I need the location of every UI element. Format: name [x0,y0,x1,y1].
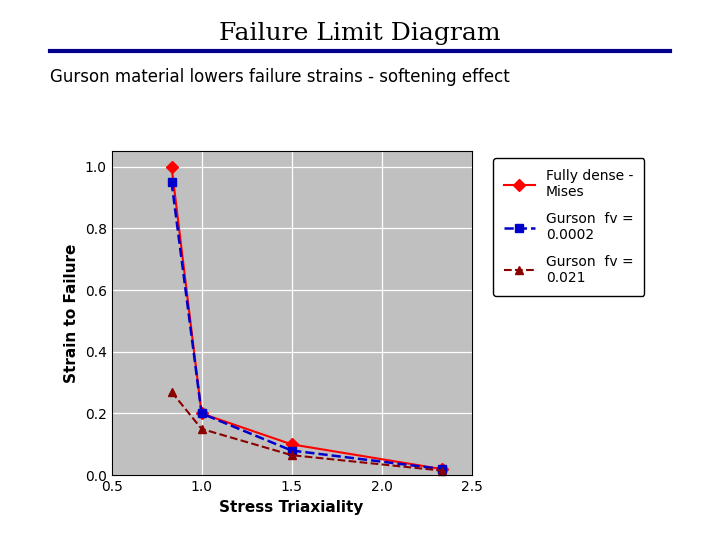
Legend: Fully dense -
Mises, Gurson  fv =
0.0002, Gurson  fv =
0.021: Fully dense - Mises, Gurson fv = 0.0002,… [493,158,644,296]
Text: Gurson material lowers failure strains - softening effect: Gurson material lowers failure strains -… [50,68,510,85]
Y-axis label: Strain to Failure: Strain to Failure [64,244,79,383]
Text: Failure Limit Diagram: Failure Limit Diagram [220,22,500,45]
X-axis label: Stress Triaxiality: Stress Triaxiality [220,500,364,515]
